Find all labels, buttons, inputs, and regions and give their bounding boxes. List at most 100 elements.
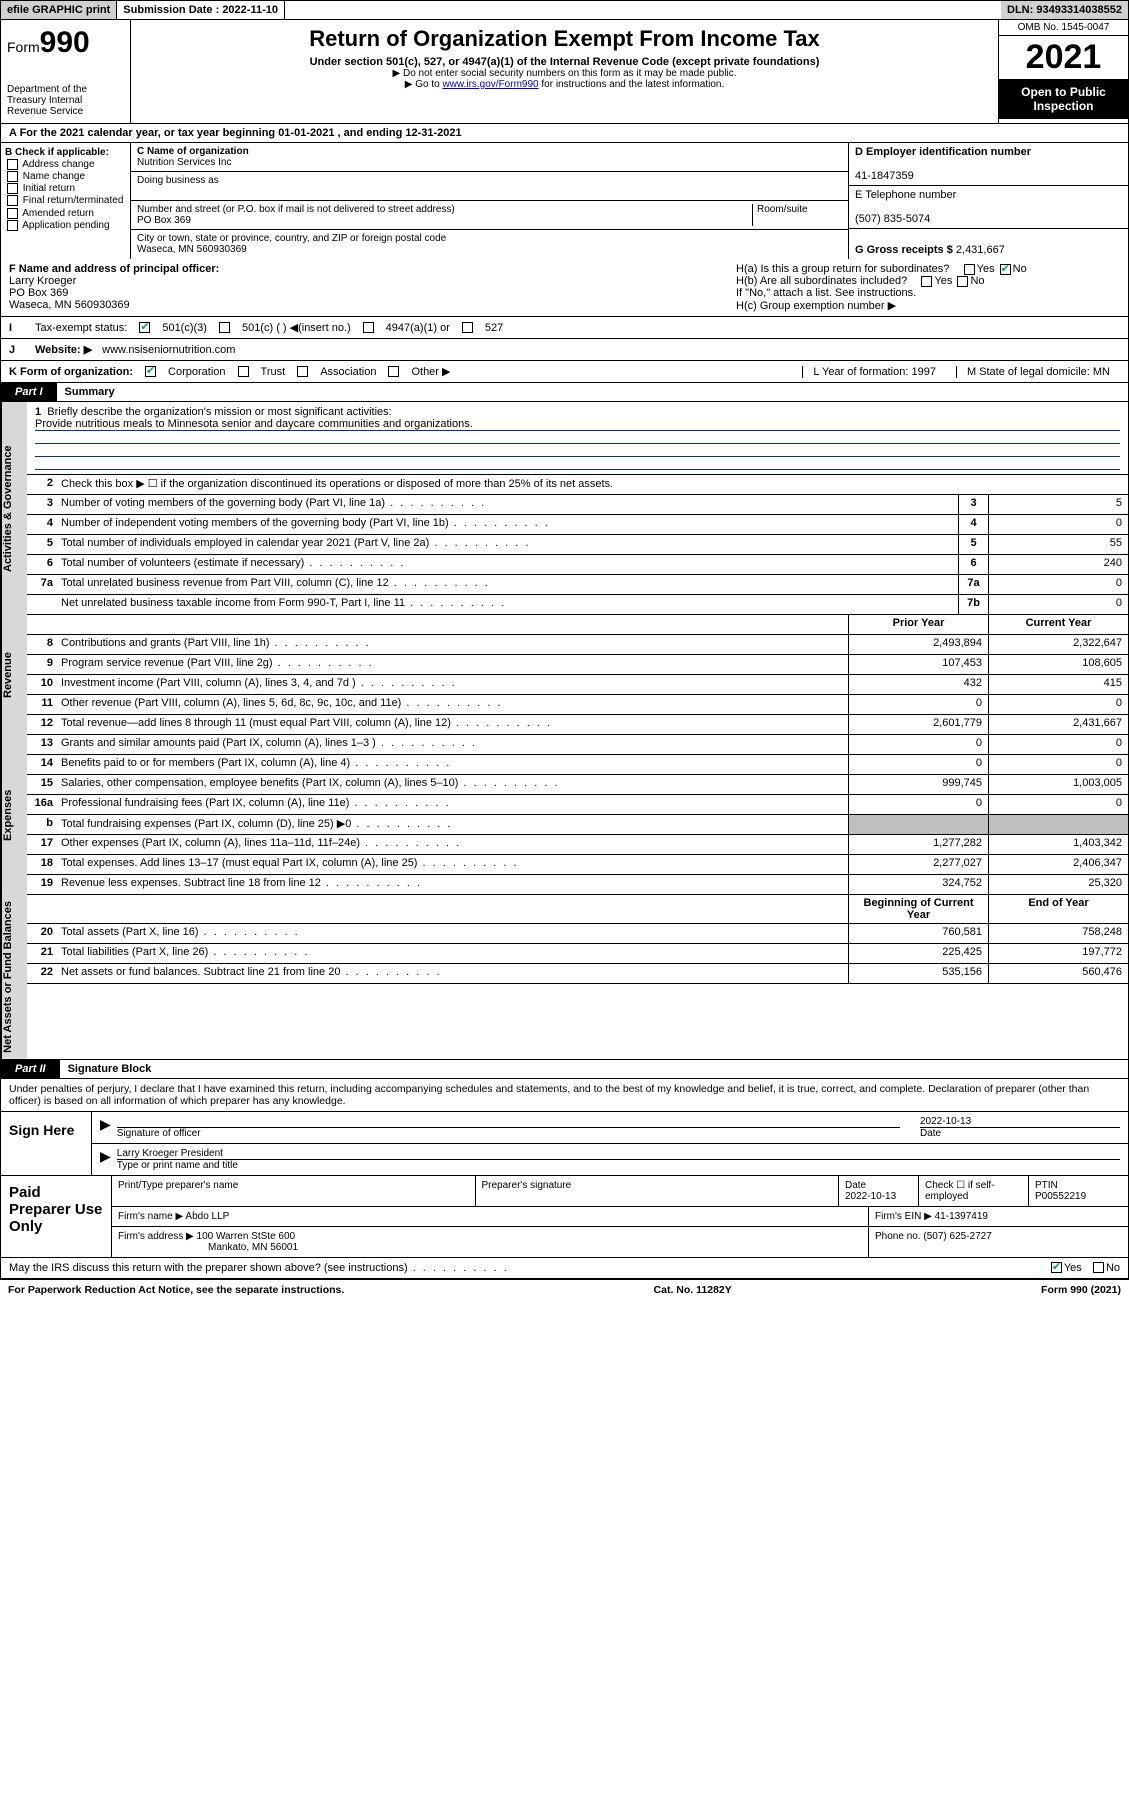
row-k-formation: K Form of organization: Corporation Trus…	[0, 361, 1129, 383]
table-row: 8Contributions and grants (Part VIII, li…	[27, 635, 1128, 655]
cb-application-pending[interactable]: Application pending	[5, 220, 126, 231]
officer-addr1: PO Box 369	[9, 287, 68, 299]
firm-addr: 100 Warren StSte 600	[197, 1231, 296, 1242]
row-f-h: F Name and address of principal officer:…	[0, 259, 1129, 317]
ha-label: H(a) Is this a group return for subordin…	[736, 263, 949, 275]
cb-label: Final return/terminated	[23, 196, 124, 207]
opt-corp: Corporation	[168, 366, 225, 378]
col-d-contact: D Employer identification number 41-1847…	[848, 143, 1128, 259]
cb-trust[interactable]	[238, 366, 249, 377]
sign-here-block: Sign Here Signature of officer 2022-10-1…	[0, 1112, 1129, 1176]
cb-address-change[interactable]: Address change	[5, 159, 126, 170]
hb-yes[interactable]	[921, 276, 932, 287]
table-row: 17Other expenses (Part IX, column (A), l…	[27, 835, 1128, 855]
officer-addr2: Waseca, MN 560930369	[9, 299, 130, 311]
omb-number: OMB No. 1545-0047	[999, 20, 1128, 36]
hb-no[interactable]	[957, 276, 968, 287]
cb-name-change[interactable]: Name change	[5, 171, 126, 182]
l-year: L Year of formation: 1997	[802, 366, 946, 378]
ha-no[interactable]	[1000, 264, 1011, 275]
name-label: C Name of organization	[137, 146, 249, 157]
street-value: PO Box 369	[137, 215, 191, 226]
table-row: 11Other revenue (Part VIII, column (A), …	[27, 695, 1128, 715]
table-row: 4Number of independent voting members of…	[27, 515, 1128, 535]
ein-value: 41-1847359	[855, 170, 914, 182]
may-no[interactable]	[1093, 1262, 1104, 1273]
col-b-header: B Check if applicable:	[5, 147, 109, 158]
cb-label: Application pending	[22, 220, 109, 231]
cb-assoc[interactable]	[297, 366, 308, 377]
table-row: 3Number of voting members of the governi…	[27, 495, 1128, 515]
col-prior: Prior Year	[848, 615, 988, 634]
paid-preparer-label: Paid Preparer Use Only	[1, 1176, 111, 1257]
form-label: Form	[7, 39, 40, 55]
hc-label: H(c) Group exemption number ▶	[736, 299, 1120, 312]
gross-value: 2,431,667	[956, 244, 1005, 256]
page-footer: For Paperwork Reduction Act Notice, see …	[0, 1279, 1129, 1300]
prep-name-label: Print/Type preparer's name	[111, 1176, 475, 1206]
table-row: 20Total assets (Part X, line 16)760,5817…	[27, 924, 1128, 944]
cb-corp[interactable]	[145, 366, 156, 377]
prep-date-label: Date	[845, 1180, 866, 1191]
may-yes[interactable]	[1051, 1262, 1062, 1273]
cb-initial-return[interactable]: Initial return	[5, 183, 126, 194]
cb-501c[interactable]	[219, 322, 230, 333]
firm-name-label: Firm's name ▶	[118, 1211, 183, 1222]
col-end: End of Year	[988, 895, 1128, 923]
prep-sig-label: Preparer's signature	[475, 1176, 839, 1206]
city-label: City or town, state or province, country…	[137, 233, 446, 244]
firm-addr-label: Firm's address ▶	[118, 1231, 194, 1242]
sidelabel-netassets: Net Assets or Fund Balances	[1, 895, 27, 1059]
section-governance: Activities & Governance 1 Briefly descri…	[0, 402, 1129, 615]
efile-print-button[interactable]: efile GRAPHIC print	[1, 1, 117, 19]
table-row: 7aTotal unrelated business revenue from …	[27, 575, 1128, 595]
ptin-label: PTIN	[1035, 1180, 1058, 1191]
m-state: M State of legal domicile: MN	[956, 366, 1120, 378]
firm-ein-label: Firm's EIN ▶	[875, 1211, 932, 1222]
cb-4947[interactable]	[363, 322, 374, 333]
opt-501c3: 501(c)(3)	[162, 322, 207, 334]
room-suite-label: Room/suite	[752, 204, 842, 226]
part1-tag: Part I	[1, 383, 57, 401]
col-current: Current Year	[988, 615, 1128, 634]
gross-label: G Gross receipts $	[855, 244, 953, 256]
sidelabel-governance: Activities & Governance	[1, 402, 27, 615]
section-netassets: Net Assets or Fund Balances Beginning of…	[0, 895, 1129, 1060]
cb-amended-return[interactable]: Amended return	[5, 208, 126, 219]
table-row: 12Total revenue—add lines 8 through 11 (…	[27, 715, 1128, 735]
col-begin: Beginning of Current Year	[848, 895, 988, 923]
tel-value: (507) 835-5074	[855, 213, 930, 225]
tel-label: E Telephone number	[855, 189, 956, 201]
sidelabel-revenue: Revenue	[1, 615, 27, 735]
form-title: Return of Organization Exempt From Incom…	[141, 26, 988, 52]
sig-officer-label: Signature of officer	[117, 1128, 201, 1139]
part2-tag: Part II	[1, 1060, 60, 1078]
submission-date: Submission Date : 2022-11-10	[117, 1, 285, 19]
ha-yes[interactable]	[964, 264, 975, 275]
footer-left: For Paperwork Reduction Act Notice, see …	[8, 1284, 344, 1296]
table-row: 14Benefits paid to or for members (Part …	[27, 755, 1128, 775]
hb-note: If "No," attach a list. See instructions…	[736, 287, 1120, 299]
i-label: Tax-exempt status:	[35, 322, 127, 334]
cb-final-return[interactable]: Final return/terminated	[5, 195, 126, 206]
col-c-org-info: C Name of organization Nutrition Service…	[131, 143, 848, 259]
part1-title: Summary	[57, 383, 123, 401]
footer-right: Form 990 (2021)	[1041, 1284, 1121, 1296]
part1-header: Part I Summary	[0, 383, 1129, 402]
sidelabel-expenses: Expenses	[1, 735, 27, 895]
irs-link[interactable]: www.irs.gov/Form990	[442, 79, 538, 90]
cb-other[interactable]	[388, 366, 399, 377]
firm-city: Mankato, MN 56001	[208, 1242, 298, 1253]
sig-name-label: Type or print name and title	[117, 1160, 238, 1171]
org-name: Nutrition Services Inc	[137, 157, 231, 168]
table-row: 21Total liabilities (Part X, line 26)225…	[27, 944, 1128, 964]
cb-501c3[interactable]	[139, 322, 150, 333]
q1-answer: Provide nutritious meals to Minnesota se…	[35, 418, 1120, 431]
dln-label: DLN: 93493314038552	[1001, 1, 1128, 19]
form-note-2-post: for instructions and the latest informat…	[539, 79, 725, 90]
city-value: Waseca, MN 560930369	[137, 244, 247, 255]
firm-phone: (507) 625-2727	[923, 1231, 991, 1242]
sign-here-label: Sign Here	[1, 1112, 91, 1175]
row-i-tax-status: I Tax-exempt status: 501(c)(3) 501(c) ( …	[0, 317, 1129, 339]
cb-527[interactable]	[462, 322, 473, 333]
